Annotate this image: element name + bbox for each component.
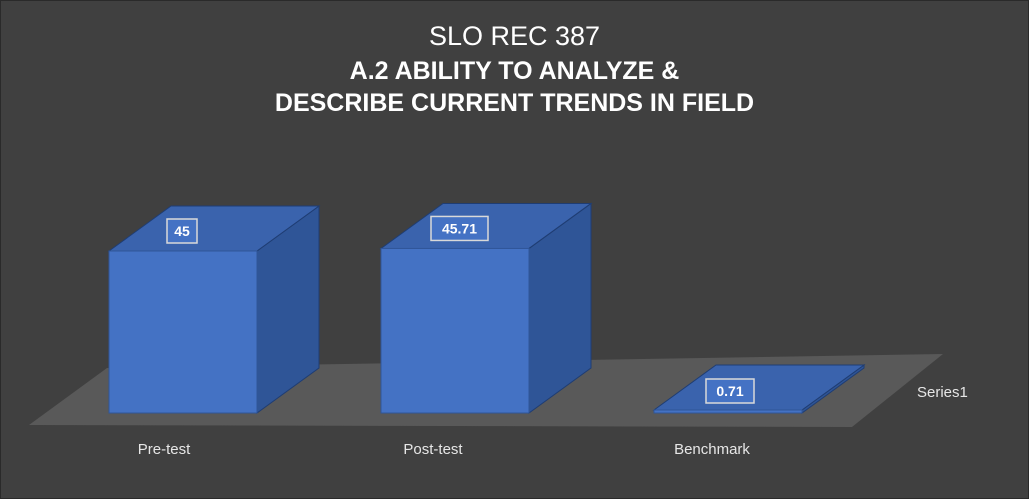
category-label: Benchmark (674, 441, 750, 458)
bar-front-face (108, 250, 258, 414)
data-label-box (430, 215, 489, 242)
bars-group (107, 202, 866, 414)
chart-title-line-3: DESCRIBE CURRENT TRENDS IN FIELD (274, 89, 755, 117)
data-label: 45.71 (430, 215, 489, 242)
legend-series1: Series1 (917, 384, 968, 401)
data-label-box (705, 378, 755, 404)
data-labels-group: 45 45.71 0.71 (166, 215, 755, 404)
data-label-text: 45.71 (442, 220, 477, 236)
category-label: Post-test (403, 441, 463, 458)
category-label: Pre-test (138, 441, 191, 458)
bar-pre-test (107, 205, 321, 414)
data-label: 0.71 (705, 378, 755, 404)
data-label-text: 45 (174, 223, 190, 239)
bar-front-face (653, 409, 803, 414)
chart-title-line-1: SLO REC 387 (428, 21, 601, 51)
data-label: 45 (166, 218, 198, 244)
category-axis: Pre-test Post-test Benchmark (138, 441, 751, 458)
bar-front-face (380, 247, 530, 414)
chart-title-line-2: A.2 ABILITY TO ANALYZE & (349, 57, 680, 85)
data-label-box (166, 218, 198, 244)
data-label-text: 0.71 (716, 383, 743, 399)
